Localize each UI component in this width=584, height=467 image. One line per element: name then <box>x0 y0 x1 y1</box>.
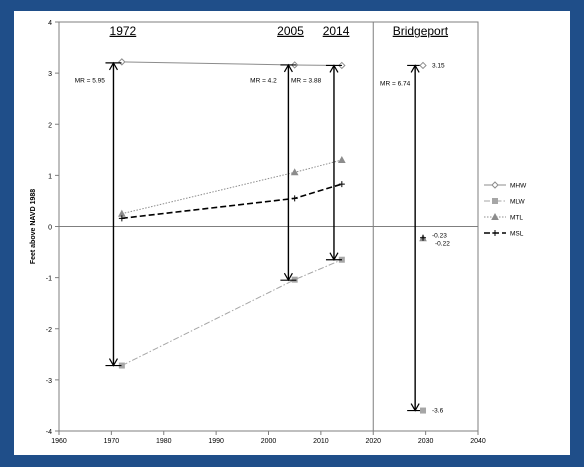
epoch-header: 2014 <box>323 24 350 38</box>
legend-mlw-label: MLW <box>510 199 526 206</box>
x-tick-label: 1960 <box>51 438 67 445</box>
y-tick-label: 1 <box>48 173 52 180</box>
legend-mhw-label: MHW <box>510 183 527 190</box>
x-tick-label: 2030 <box>418 438 434 445</box>
bridgeport-mhw-label: 3.15 <box>432 62 445 69</box>
range-label: MR = 6.74 <box>380 80 411 87</box>
series-mtl-point <box>290 168 299 176</box>
bridgeport-msl-point <box>420 234 427 241</box>
series-mhw-point <box>118 58 126 66</box>
y-tick-label: 0 <box>48 225 52 232</box>
y-tick-label: 4 <box>48 20 52 27</box>
legend-mhw-marker <box>491 181 499 189</box>
x-tick-label: 2000 <box>261 438 277 445</box>
series-mlw-line <box>121 259 343 367</box>
series-msl-point <box>291 195 298 202</box>
tidal-datum-chart: -4 -3 -2 -1 0 1 2 3 4 1960 1970 1980 1990 2000 2010 202… <box>30 20 527 445</box>
x-tick-label: 1970 <box>104 438 120 445</box>
legend-mlw-marker <box>492 198 498 204</box>
chart-panel: -4 -3 -2 -1 0 1 2 3 4 1960 1970 1980 1990 2000 2010 202… <box>14 11 570 455</box>
y-tick-label: -2 <box>46 327 52 334</box>
bridgeport-msl-label: -0.22 <box>435 241 450 248</box>
series-msl-line <box>121 183 343 220</box>
epoch-header: Bridgeport <box>393 24 449 38</box>
bridgeport-mlw-label: -3.6 <box>432 408 444 415</box>
y-tick-label: 3 <box>48 71 52 78</box>
x-tick-label: 1980 <box>156 438 172 445</box>
x-tick-label: 2040 <box>470 438 486 445</box>
range-label: MR = 3.88 <box>291 77 322 84</box>
series-mtl-point <box>337 155 346 164</box>
bridgeport-mtl-label: -0.23 <box>432 232 447 239</box>
y-axis-label: Feet above NAVD 1988 <box>30 189 37 264</box>
x-tick-label: 1990 <box>208 438 224 445</box>
epoch-header: 2005 <box>277 24 304 38</box>
y-tick-label: -4 <box>46 429 52 436</box>
legend-mtl-marker <box>491 212 499 220</box>
bridgeport-mhw-point <box>419 61 427 70</box>
bridgeport-mlw-point <box>420 407 427 414</box>
series-mhw-line <box>121 61 342 66</box>
legend-msl-marker <box>492 230 498 236</box>
series-msl-point <box>118 215 125 222</box>
legend-msl-label: MSL <box>510 231 524 238</box>
x-tick-label: 2010 <box>313 438 329 445</box>
range-label: MR = 4.2 <box>250 77 277 84</box>
y-tick-label: 2 <box>48 122 52 129</box>
legend-mtl-label: MTL <box>510 215 523 222</box>
series-msl-point <box>338 181 345 188</box>
y-tick-label: -3 <box>46 378 52 385</box>
epoch-header: 1972 <box>110 24 137 38</box>
y-tick-label: -1 <box>46 276 52 283</box>
range-label: MR = 5.95 <box>75 77 106 84</box>
x-tick-label: 2020 <box>365 438 381 445</box>
